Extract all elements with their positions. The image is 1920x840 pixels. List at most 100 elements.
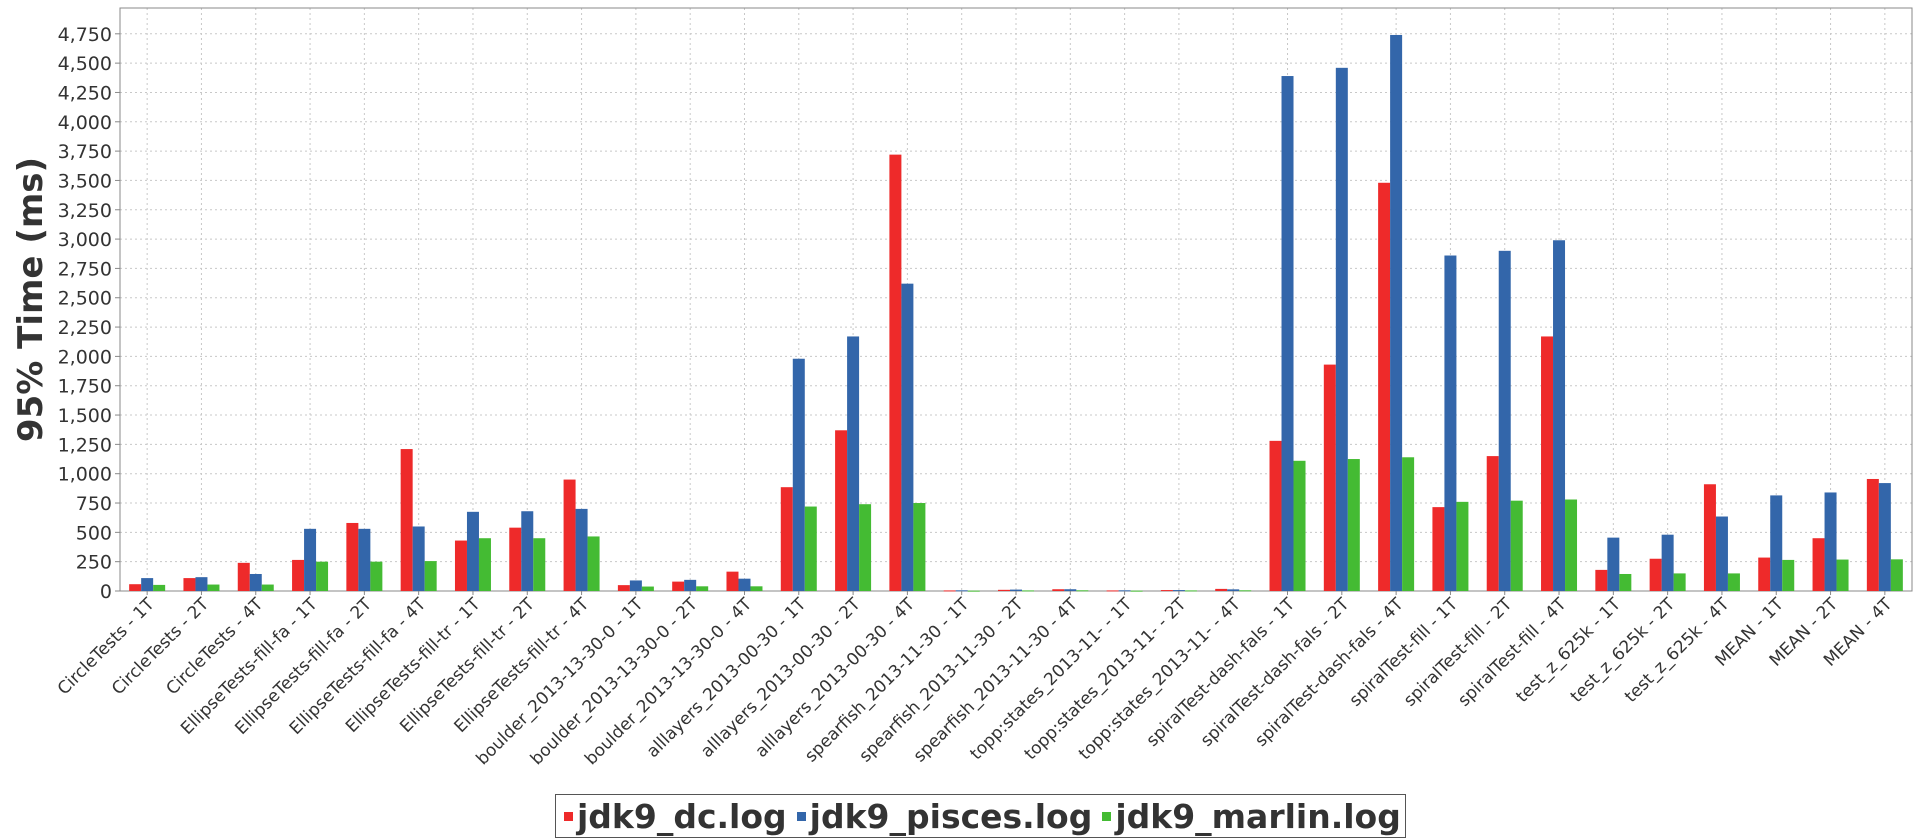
bar-jdk9-pisces-log [1227, 589, 1240, 591]
legend-label-marlin: jdk9_marlin.log [1115, 796, 1401, 836]
bar-jdk9-pisces-log [1010, 589, 1022, 591]
y-tick-label: 500 [76, 522, 112, 544]
bar-jdk9-pisces-log [1118, 590, 1131, 592]
bar-jdk9-marlin-log [587, 536, 600, 591]
bar-jdk9-pisces-log [847, 336, 860, 591]
bar-jdk9-dc-log [1378, 182, 1391, 591]
bar-jdk9-dc-log [292, 559, 305, 591]
bar-jdk9-marlin-log [913, 503, 926, 591]
bar-jdk9-marlin-log [641, 586, 654, 591]
bar-jdk9-dc-log [1649, 558, 1662, 591]
legend: jdk9_dc.log jdk9_pisces.log jdk9_marlin.… [555, 794, 1406, 838]
bar-jdk9-pisces-log [575, 508, 588, 591]
y-tick-label: 3,750 [58, 141, 112, 163]
bar-jdk9-dc-log [617, 585, 630, 591]
bar-jdk9-marlin-log [1130, 590, 1143, 592]
bar-jdk9-pisces-log [738, 578, 751, 591]
bar-jdk9-marlin-log [967, 590, 980, 592]
bar-jdk9-marlin-log [1890, 559, 1903, 591]
y-tick-label: 4,500 [58, 53, 112, 75]
bar-jdk9-marlin-log [696, 586, 709, 591]
bar-jdk9-pisces-log [358, 528, 371, 591]
x-tick-label: CircleTests - 2T [108, 594, 213, 699]
bar-jdk9-pisces-log [684, 579, 697, 591]
bar-jdk9-pisces-log [1661, 534, 1674, 591]
bar-jdk9-marlin-log [370, 561, 383, 591]
bar-jdk9-dc-log [1269, 440, 1282, 591]
bar-jdk9-pisces-log [792, 358, 805, 591]
legend-item-dc: jdk9_dc.log [560, 797, 787, 836]
bar-jdk9-dc-log [1323, 364, 1336, 591]
bar-jdk9-pisces-log [412, 526, 425, 591]
x-tick-label: CircleTests - 4T [162, 594, 267, 699]
bar-jdk9-dc-log [1052, 589, 1065, 591]
bar-jdk9-pisces-log [955, 590, 968, 592]
bar-jdk9-pisces-log [249, 573, 262, 591]
legend-item-marlin: jdk9_marlin.log [1098, 797, 1401, 836]
bar-jdk9-pisces-log [521, 511, 534, 591]
legend-swatch-pisces [796, 811, 806, 821]
bar-jdk9-dc-log [780, 487, 793, 591]
bar-jdk9-marlin-log [1510, 500, 1523, 591]
legend-label-dc: jdk9_dc.log [577, 796, 787, 836]
bar-jdk9-marlin-log [750, 586, 763, 591]
bar-jdk9-pisces-log [1390, 34, 1403, 592]
bar-jdk9-marlin-log [1782, 559, 1795, 591]
bar-jdk9-pisces-log [1607, 537, 1620, 591]
y-tick-label: 4,000 [58, 112, 112, 134]
y-tick-label: 250 [76, 552, 112, 574]
bar-jdk9-pisces-log [1172, 590, 1185, 592]
y-tick-label: 2,000 [58, 346, 112, 368]
bar-jdk9-pisces-log [1444, 255, 1457, 592]
bar-jdk9-marlin-log [207, 584, 220, 591]
y-axis: 0 250 500 750 1,000 1,250 1,500 1,750 2,000 2,250… [58, 24, 120, 603]
bar-jdk9-dc-log [672, 581, 685, 591]
grid-lines [120, 8, 1912, 592]
y-tick-label: 2,750 [58, 258, 112, 280]
bar-jdk9-marlin-log [1239, 590, 1252, 592]
bar-jdk9-dc-log [1160, 590, 1173, 592]
bar-jdk9-marlin-log [859, 504, 872, 591]
y-tick-label: 1,750 [58, 376, 112, 398]
bar-jdk9-dc-log [509, 527, 522, 591]
bar-jdk9-dc-log [1812, 538, 1825, 591]
y-axis-title: 95% Time (ms) [11, 157, 51, 442]
legend-item-pisces: jdk9_pisces.log [793, 796, 1093, 836]
y-tick-label: 2,500 [58, 288, 112, 310]
bar-jdk9-dc-log [835, 430, 848, 591]
bar-jdk9-dc-log [943, 590, 956, 592]
y-tick-label: 1,000 [58, 464, 112, 486]
bar-jdk9-dc-log [237, 562, 250, 591]
bar-jdk9-marlin-log [478, 538, 491, 591]
bar-jdk9-marlin-log [1727, 573, 1740, 591]
bar-jdk9-marlin-log [261, 584, 274, 591]
bar-jdk9-dc-log [1432, 507, 1445, 591]
bar-jdk9-dc-log [1486, 456, 1499, 591]
bar-jdk9-marlin-log [316, 561, 329, 591]
bar-jdk9-dc-log [563, 479, 576, 591]
y-tick-label: 4,750 [58, 24, 112, 46]
bar-jdk9-pisces-log [629, 580, 642, 591]
y-tick-label: 0 [100, 581, 112, 603]
bar-jdk9-dc-log [1215, 588, 1228, 591]
y-tick-label: 4,250 [58, 82, 112, 104]
bar-jdk9-marlin-log [1673, 573, 1686, 591]
bar-jdk9-pisces-log [1715, 516, 1728, 591]
y-tick-label: 3,250 [58, 200, 112, 222]
bar-jdk9-dc-log [998, 589, 1010, 591]
bar-jdk9-marlin-log [1347, 459, 1360, 591]
bar-jdk9-dc-log [889, 154, 902, 592]
legend-label-pisces: jdk9_pisces.log [809, 796, 1093, 836]
bar-chart: 0 250 500 750 1,000 1,250 1,500 1,750 2,000 2,250… [11, 7, 1913, 769]
y-tick-label: 3,500 [58, 170, 112, 192]
legend-swatch-marlin [1102, 811, 1112, 821]
y-tick-label: 1,250 [58, 434, 112, 456]
bars [129, 34, 1903, 592]
bar-jdk9-pisces-log [1770, 495, 1783, 591]
x-tick-label: CircleTests - 1T [54, 594, 159, 699]
bar-jdk9-dc-log [183, 578, 196, 591]
bar-jdk9-pisces-log [901, 283, 914, 591]
bar-jdk9-marlin-log [153, 584, 166, 591]
bar-jdk9-dc-log [1541, 336, 1554, 591]
